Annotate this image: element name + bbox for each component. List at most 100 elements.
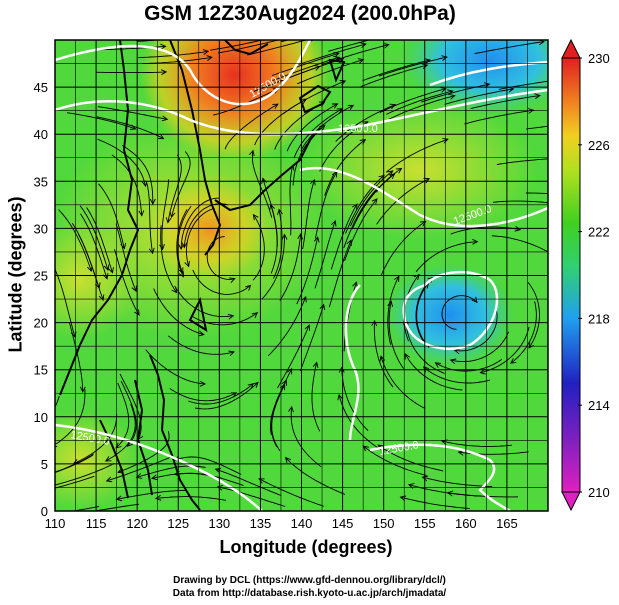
streamline-arrow bbox=[281, 233, 288, 240]
y-tick-label: 15 bbox=[34, 363, 48, 378]
streamline-arrow bbox=[272, 103, 279, 109]
streamline bbox=[386, 90, 453, 115]
streamline bbox=[277, 325, 310, 389]
streamline-arrow bbox=[404, 353, 410, 360]
streamline-arrow bbox=[338, 366, 345, 373]
colorbar-ticks: 210 214 218 222 226 230 bbox=[578, 51, 610, 500]
streamline-arrow bbox=[281, 379, 287, 386]
streamline bbox=[450, 331, 510, 363]
streamline-arrow bbox=[229, 277, 236, 284]
streamline bbox=[474, 41, 544, 55]
streamline-arrow bbox=[440, 87, 447, 93]
streamline bbox=[379, 88, 447, 114]
x-tick-label: 135 bbox=[250, 516, 272, 531]
streamline bbox=[480, 326, 530, 374]
streamline bbox=[422, 476, 493, 487]
y-tick-label: 25 bbox=[34, 269, 48, 284]
streamline-arrow bbox=[424, 58, 431, 64]
colorbar-tick-label: 218 bbox=[588, 311, 610, 326]
streamline bbox=[210, 40, 265, 51]
streamline-arrow bbox=[247, 383, 254, 390]
streamline-arrow bbox=[178, 271, 184, 278]
streamline bbox=[160, 225, 177, 293]
streamline-arrow bbox=[591, 194, 596, 199]
streamline-arrow bbox=[169, 211, 176, 219]
streamline-arrow bbox=[79, 386, 86, 393]
y-tick-label: 40 bbox=[34, 127, 48, 142]
streamline bbox=[271, 52, 340, 76]
streamline-arrow bbox=[313, 236, 320, 243]
streamline bbox=[435, 358, 503, 372]
x-axis-ticks: 110 115 120 125 130 135 140 145 150 155 160 165 bbox=[45, 516, 518, 531]
streamline bbox=[388, 301, 404, 369]
streamline-arrow bbox=[509, 358, 517, 364]
streamline-arrow bbox=[527, 108, 535, 114]
streamline bbox=[328, 40, 371, 52]
x-tick-label: 145 bbox=[332, 516, 354, 531]
streamline bbox=[387, 276, 400, 345]
streamline bbox=[119, 373, 142, 440]
y-tick-label: 5 bbox=[41, 457, 48, 472]
streamline-arrow bbox=[413, 273, 420, 281]
streamline bbox=[270, 368, 293, 435]
streamline bbox=[297, 59, 364, 85]
x-tick-label: 130 bbox=[208, 516, 230, 531]
streamline-arrow bbox=[286, 367, 293, 375]
x-axis-label: Longitude (degrees) bbox=[219, 537, 393, 557]
plot-frame bbox=[54, 39, 549, 512]
streamline bbox=[362, 59, 430, 82]
streamline bbox=[98, 183, 125, 249]
streamline-arrow bbox=[333, 51, 340, 58]
streamline-arrow bbox=[131, 285, 137, 293]
streamline bbox=[377, 444, 444, 472]
y-tick-label: 10 bbox=[34, 410, 48, 425]
streamline bbox=[180, 197, 220, 250]
streamline bbox=[289, 164, 294, 236]
coastlines bbox=[59, 40, 346, 511]
streamline bbox=[252, 214, 265, 281]
streamline-arrow bbox=[591, 119, 596, 124]
streamline-arrow bbox=[165, 217, 172, 224]
streamline-arrow bbox=[251, 312, 259, 318]
credit-data: Data from http://database.rish.kyoto-u.a… bbox=[172, 588, 447, 599]
streamline bbox=[286, 103, 338, 152]
streamline bbox=[282, 80, 346, 115]
streamline bbox=[416, 282, 430, 348]
streamline bbox=[400, 496, 470, 510]
streamline-arrow bbox=[94, 282, 101, 290]
streamline-arrow bbox=[98, 294, 105, 302]
streamline-arrow bbox=[472, 238, 479, 245]
streamline bbox=[525, 192, 548, 194]
streamline bbox=[527, 282, 540, 349]
colorbar-tick-label: 214 bbox=[588, 398, 610, 413]
streamline bbox=[174, 456, 242, 475]
streamline-arrow bbox=[258, 478, 265, 484]
colorbar-tick-label: 226 bbox=[588, 138, 610, 153]
streamline-arrow bbox=[319, 124, 326, 131]
streamline bbox=[319, 121, 369, 172]
y-tick-label: 0 bbox=[41, 504, 48, 519]
streamline-arrow bbox=[330, 219, 337, 227]
streamline bbox=[145, 349, 206, 385]
streamline bbox=[311, 362, 321, 432]
streamline-arrow bbox=[151, 474, 158, 481]
streamline bbox=[97, 138, 147, 187]
streamline-arrow bbox=[202, 33, 207, 38]
streamline-arrow bbox=[230, 392, 238, 398]
streamline bbox=[441, 440, 512, 447]
streamline-arrow bbox=[514, 225, 522, 232]
streamline-arrow bbox=[434, 362, 442, 368]
streamline-arrow bbox=[160, 69, 168, 76]
x-tick-label: 160 bbox=[455, 516, 477, 531]
streamline-arrow bbox=[245, 284, 252, 291]
streamline-arrow bbox=[383, 42, 390, 49]
height-contours bbox=[55, 40, 548, 511]
streamline-arrow bbox=[126, 440, 133, 447]
colorbar-tick-label: 230 bbox=[588, 51, 610, 66]
streamline bbox=[73, 413, 118, 465]
streamline bbox=[388, 95, 455, 120]
streamline-arrow bbox=[471, 296, 478, 304]
streamline bbox=[444, 88, 514, 105]
x-tick-label: 165 bbox=[496, 516, 518, 531]
streamline-arrow bbox=[419, 220, 427, 227]
